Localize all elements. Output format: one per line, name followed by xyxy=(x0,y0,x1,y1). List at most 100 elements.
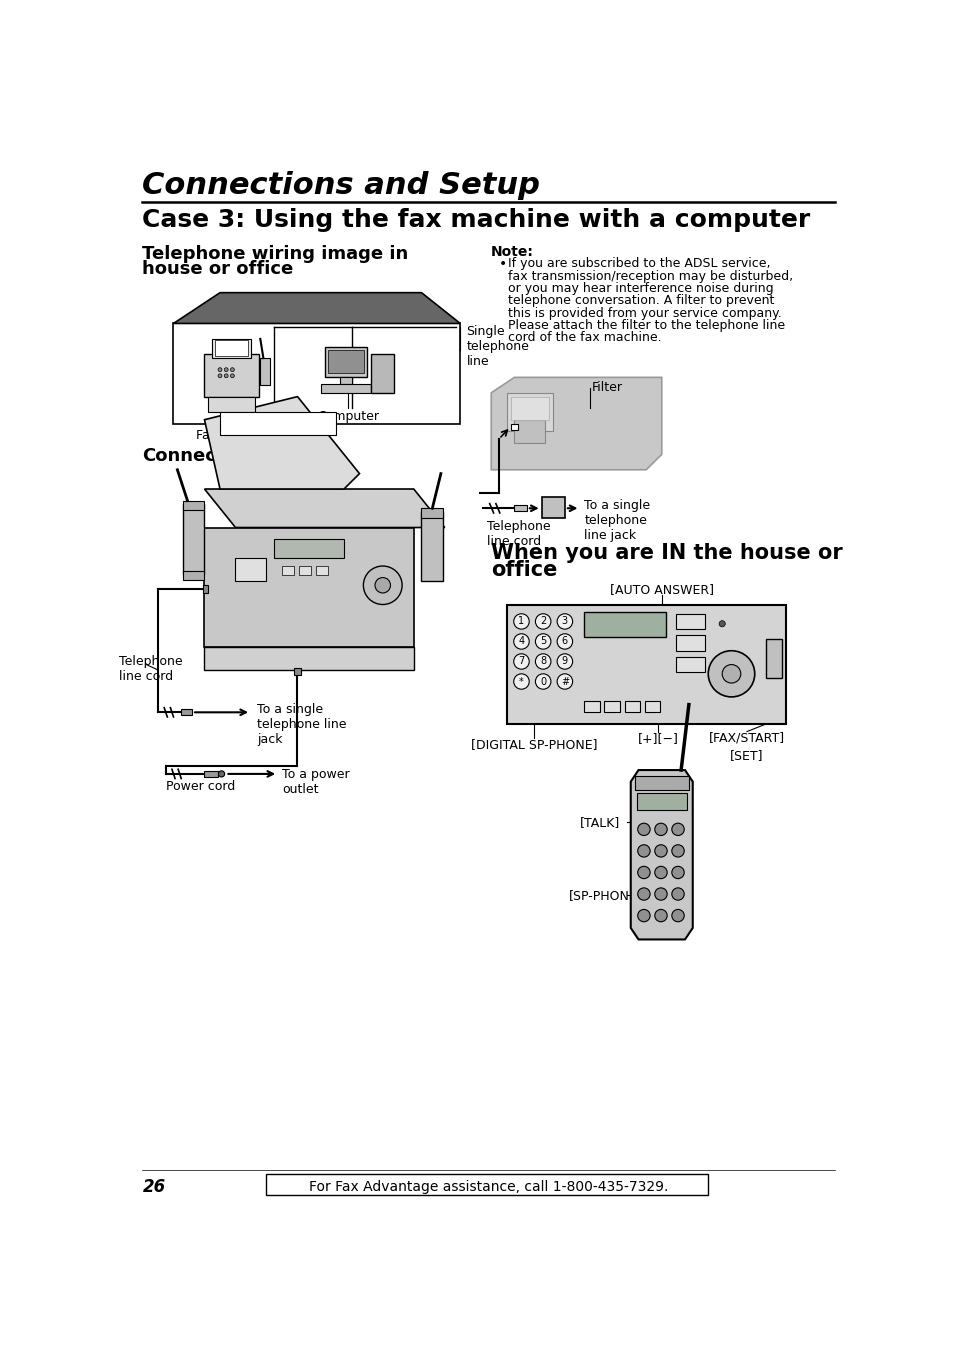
Circle shape xyxy=(535,634,550,650)
Circle shape xyxy=(535,654,550,669)
Text: Power cord: Power cord xyxy=(166,780,234,793)
Bar xyxy=(220,412,335,435)
Circle shape xyxy=(671,888,683,900)
Bar xyxy=(514,506,526,511)
Text: 3: 3 xyxy=(561,616,567,627)
Circle shape xyxy=(513,654,529,669)
Circle shape xyxy=(231,368,234,372)
Bar xyxy=(183,500,204,510)
Bar xyxy=(203,585,208,593)
Circle shape xyxy=(557,634,572,650)
Circle shape xyxy=(707,651,754,697)
Bar xyxy=(604,701,619,712)
Polygon shape xyxy=(204,489,444,527)
Bar xyxy=(510,396,549,419)
Circle shape xyxy=(218,771,224,776)
Bar xyxy=(274,539,344,558)
Bar xyxy=(183,570,204,580)
Bar xyxy=(315,566,328,576)
Polygon shape xyxy=(204,647,414,670)
Circle shape xyxy=(654,824,666,836)
Circle shape xyxy=(557,613,572,630)
Circle shape xyxy=(557,654,572,669)
Bar xyxy=(260,359,270,386)
Circle shape xyxy=(231,373,234,377)
Bar xyxy=(371,355,394,392)
Bar xyxy=(637,793,686,810)
Circle shape xyxy=(721,665,740,683)
Polygon shape xyxy=(630,770,692,940)
Text: telephone conversation. A filter to prevent: telephone conversation. A filter to prev… xyxy=(508,294,774,307)
Text: 2: 2 xyxy=(539,616,546,627)
Text: #: # xyxy=(560,677,568,686)
Circle shape xyxy=(637,845,649,857)
Bar xyxy=(765,639,781,678)
Circle shape xyxy=(654,845,666,857)
Circle shape xyxy=(637,910,649,922)
Polygon shape xyxy=(204,396,359,489)
Circle shape xyxy=(671,824,683,836)
Text: [AUTO ANSWER]: [AUTO ANSWER] xyxy=(609,582,713,596)
Bar xyxy=(583,701,599,712)
Text: [DIGITAL SP-PHONE]: [DIGITAL SP-PHONE] xyxy=(470,737,597,751)
Bar xyxy=(421,512,443,581)
Text: If you are subscribed to the ADSL service,: If you are subscribed to the ADSL servic… xyxy=(508,257,770,270)
Bar xyxy=(675,613,704,630)
Circle shape xyxy=(363,566,402,604)
Circle shape xyxy=(654,867,666,879)
Bar xyxy=(294,669,301,674)
Bar xyxy=(235,558,266,581)
Circle shape xyxy=(671,910,683,922)
Text: this is provided from your service company.: this is provided from your service compa… xyxy=(508,306,781,319)
Bar xyxy=(328,349,364,373)
Bar xyxy=(204,355,258,396)
Bar xyxy=(204,527,414,647)
Bar xyxy=(324,346,367,377)
Circle shape xyxy=(637,888,649,900)
Circle shape xyxy=(513,613,529,630)
Text: [TALK]: [TALK] xyxy=(579,817,620,829)
Text: Single
telephone
line: Single telephone line xyxy=(466,325,529,368)
Bar xyxy=(644,701,659,712)
Circle shape xyxy=(224,373,228,377)
Text: 4: 4 xyxy=(517,636,524,647)
Bar xyxy=(583,612,665,636)
Text: Please attach the filter to the telephone line: Please attach the filter to the telephon… xyxy=(508,319,784,332)
Text: To a power
outlet: To a power outlet xyxy=(282,768,349,795)
Circle shape xyxy=(637,824,649,836)
Bar xyxy=(510,423,517,430)
Text: cord of the fax machine.: cord of the fax machine. xyxy=(508,332,661,344)
Text: Connections: Connections xyxy=(142,446,267,465)
Circle shape xyxy=(719,620,724,627)
Bar xyxy=(181,709,192,716)
Circle shape xyxy=(535,613,550,630)
Text: For Fax Advantage assistance, call 1-800-435-7329.: For Fax Advantage assistance, call 1-800… xyxy=(309,1180,668,1194)
Bar xyxy=(541,496,564,518)
Circle shape xyxy=(513,634,529,650)
Text: To a single
telephone
line jack: To a single telephone line jack xyxy=(583,499,650,542)
Text: 0: 0 xyxy=(539,677,546,686)
Text: Telephone wiring image in: Telephone wiring image in xyxy=(142,245,408,263)
Bar xyxy=(506,604,785,724)
Bar xyxy=(208,396,254,412)
Text: office: office xyxy=(491,559,558,580)
Text: Fax machine: Fax machine xyxy=(195,429,274,442)
Text: Connections and Setup: Connections and Setup xyxy=(142,171,540,200)
Text: or you may hear interference noise during: or you may hear interference noise durin… xyxy=(508,282,773,295)
Bar xyxy=(634,776,688,790)
Bar xyxy=(183,504,204,574)
Bar xyxy=(204,771,218,776)
Text: fax transmission/reception may be disturbed,: fax transmission/reception may be distur… xyxy=(508,270,793,283)
Bar xyxy=(298,566,311,576)
Bar xyxy=(624,701,639,712)
Bar xyxy=(212,338,251,359)
Text: 7: 7 xyxy=(517,656,524,666)
Circle shape xyxy=(557,674,572,689)
Circle shape xyxy=(654,888,666,900)
Text: Telephone
line cord: Telephone line cord xyxy=(487,520,551,547)
Circle shape xyxy=(375,577,390,593)
Bar xyxy=(320,384,371,392)
Text: house or office: house or office xyxy=(142,260,294,278)
Circle shape xyxy=(535,674,550,689)
Bar xyxy=(266,1174,707,1196)
